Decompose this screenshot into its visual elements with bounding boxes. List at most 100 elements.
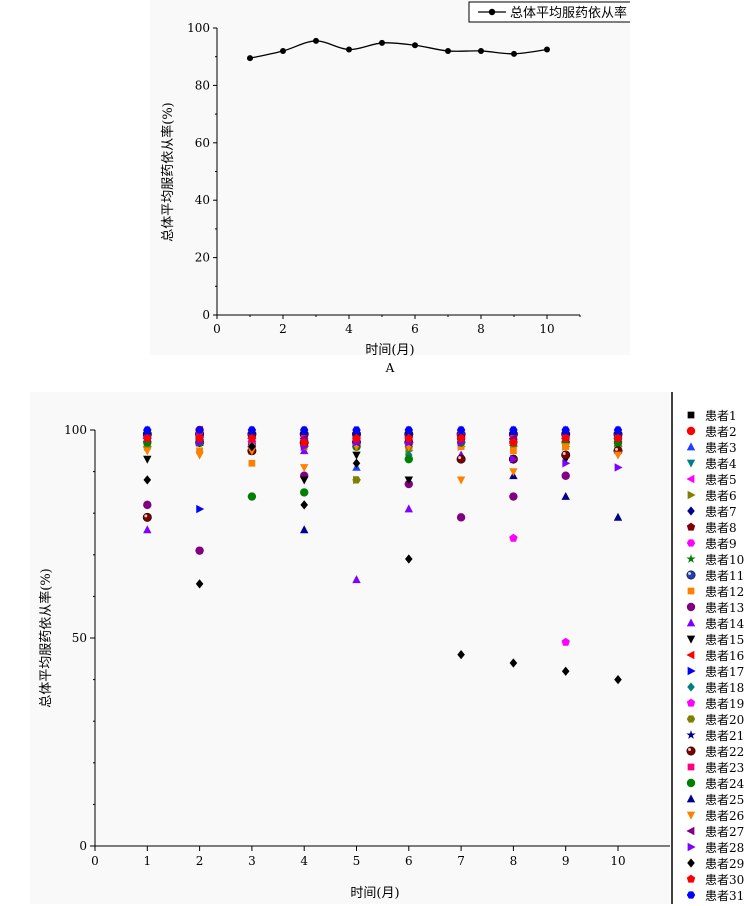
chart-b-point (300, 426, 309, 434)
chart-a-point (247, 55, 253, 62)
chart-b-legend-marker (686, 891, 696, 899)
chart-b-legend-label: 患者19 (705, 697, 744, 711)
chart-b-point (561, 443, 570, 452)
chart-b-y-tick-label: 100 (64, 423, 87, 437)
chart-b-point (456, 476, 466, 485)
chart-b-legend-marker (686, 459, 696, 468)
chart-b-point (561, 426, 570, 434)
chart-b-point (456, 433, 466, 442)
chart-b-legend-label: 患者6 (705, 489, 737, 503)
chart-b-point (195, 426, 204, 434)
chart-b-x-tick-label: 7 (457, 854, 465, 868)
chart-b-point (613, 429, 623, 439)
chart-b-point (456, 426, 466, 434)
chart-b-legend-label: 患者14 (705, 617, 745, 631)
chart-b-legend-label: 患者20 (705, 713, 744, 727)
chart-b-legend-marker (687, 858, 695, 868)
chart-b-point (404, 454, 413, 464)
chart-b-legend-label: 患者25 (705, 793, 744, 807)
chart-b-point (614, 463, 623, 472)
chart-b-legend-marker (687, 682, 695, 692)
chart-a-point (445, 47, 451, 54)
chart-a-legend: 总体平均服药依从率 (468, 1, 630, 23)
chart-a-point (313, 37, 319, 44)
chart-a-legend-box (468, 1, 630, 23)
chart-a-point (544, 46, 550, 53)
chart-b-legend-label: 患者22 (705, 745, 744, 759)
chart-b-point (352, 451, 361, 460)
chart-b-legend-marker (686, 715, 696, 723)
chart-a-x-tick-label: 2 (279, 322, 287, 336)
chart-b-point (196, 447, 203, 455)
chart-b-point (143, 455, 152, 464)
chart-b-point (561, 450, 571, 460)
chart-a-x-tick-label: 8 (477, 322, 485, 336)
chart-b-legend-marker (686, 746, 696, 756)
chart-a-y-tick-label: 100 (187, 21, 210, 35)
chart-b-point (299, 429, 309, 439)
chart-b-legend-label: 患者31 (705, 889, 744, 903)
chart-b-legend-marker (687, 587, 695, 595)
chart-b-legend-marker (686, 826, 695, 836)
chart-b-legend-label: 患者28 (705, 841, 744, 855)
chart-b-legend-label: 患者11 (705, 569, 744, 583)
chart-b-legend-marker (686, 778, 696, 788)
chart-b-point-shine (144, 514, 148, 518)
chart-b-point (404, 504, 413, 513)
chart-b-point (143, 447, 152, 456)
chart-b-point (142, 512, 152, 522)
chart-b-point (561, 666, 570, 676)
chart-b-point (509, 492, 518, 501)
chart-b-point (509, 533, 518, 542)
chart-b-point (510, 454, 519, 464)
chart-a-legend-marker (488, 8, 496, 16)
chart-b-legend-label: 患者29 (705, 857, 744, 871)
chart-b-point (195, 546, 204, 555)
chart-b-point (456, 513, 466, 522)
chart-b-legend-label: 患者10 (705, 553, 744, 567)
chart-a-x-tick-label: 0 (213, 322, 221, 336)
chart-b-point (614, 674, 622, 685)
chart-b-point (143, 426, 152, 434)
chart-b-legend-marker (686, 442, 696, 451)
chart-a-point (379, 39, 385, 46)
chart-b-legend-label: 患者26 (705, 809, 744, 823)
chart-b-point (247, 433, 257, 442)
chart-b-legend-marker (687, 842, 696, 852)
chart-a-y-tick-label: 0 (202, 308, 210, 322)
chart-b-point (509, 426, 518, 434)
chart-b-point (613, 512, 623, 521)
chart-b-point (404, 426, 413, 434)
chart-a-point (412, 42, 418, 49)
chart-b-point (510, 447, 517, 455)
chart-b-x-tick-label: 8 (510, 854, 518, 868)
chart-b-point (195, 433, 204, 442)
chart-a-x-label: 时间(月) (365, 343, 414, 358)
chart-b-point (300, 476, 309, 485)
chart-a-y-label: 总体平均服药依从率(%) (160, 102, 176, 242)
chart-a-series-line (249, 40, 548, 59)
chart-b-x-tick-label: 4 (300, 854, 308, 868)
chart-a: 0 2 4 6 8 10 0 20 40 60 80 100 总体平均服药依从率 时间(月) 总体平… (150, 0, 630, 375)
chart-b-legend-label: 患者1 (705, 409, 737, 423)
chart-b-legend-label: 患者8 (705, 521, 737, 535)
chart-b-point (613, 433, 623, 442)
chart-b-point (247, 447, 257, 456)
chart-b-point (561, 429, 571, 439)
chart-b-legend-marker (686, 426, 696, 436)
chart-b-point (509, 438, 518, 447)
chart-b-legend-label: 患者7 (705, 505, 737, 519)
chart-b-point (404, 476, 413, 485)
chart-b-point (561, 637, 570, 646)
chart-b-legend-label: 患者24 (705, 777, 745, 791)
chart-b-legend-label: 患者4 (705, 457, 737, 471)
chart-b-point (562, 459, 571, 468)
chart-b-y-tick-label: 0 (79, 839, 87, 853)
chart-b-x-tick-label: 2 (196, 854, 204, 868)
chart-b-legend-marker (686, 794, 696, 803)
chart-b-legend-label: 患者18 (705, 681, 744, 695)
chart-b-background (30, 392, 670, 904)
chart-b-legend-marker (687, 763, 695, 771)
chart-b-point (143, 433, 152, 442)
chart-b-point (300, 488, 309, 497)
